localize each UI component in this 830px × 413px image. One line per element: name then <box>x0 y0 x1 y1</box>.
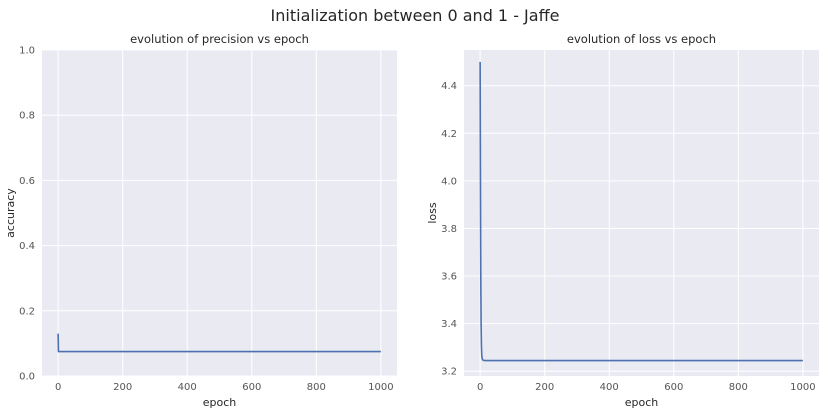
precision-line <box>57 333 381 353</box>
precision-ticks: 0 200 400 600 800 1000 0.0 0.2 0.4 0.6 0.8 1.0 <box>19 46 393 394</box>
loss-panel: 0 200 400 600 800 1000 3.2 3.4 3.6 3.8 4.0 4.2 4.4 e… <box>426 32 819 409</box>
loss-x-tick-label: 600 <box>664 382 683 393</box>
precision-y-tick-label: 0.4 <box>19 241 35 252</box>
loss-line <box>479 61 803 362</box>
loss-y-tick-label: 4.4 <box>441 81 457 92</box>
loss-y-tick-label: 4.0 <box>441 176 457 187</box>
loss-plot-area <box>464 50 819 376</box>
precision-x-tick-label: 800 <box>307 382 326 393</box>
loss-y-tick-label: 3.8 <box>441 224 457 235</box>
loss-chart-title: evolution of loss vs epoch <box>567 32 716 46</box>
loss-x-tick-label: 800 <box>729 382 748 393</box>
precision-panel: 0 200 400 600 800 1000 0.0 0.2 0.4 0.6 0.8 1.0 evol… <box>4 32 397 409</box>
loss-x-tick-label: 400 <box>600 382 619 393</box>
precision-grid <box>42 49 397 377</box>
loss-y-tick-label: 3.4 <box>441 319 457 330</box>
loss-x-tick-label: 200 <box>535 382 554 393</box>
precision-x-tick-label: 0 <box>55 382 61 393</box>
precision-y-tick-label: 0.6 <box>19 176 35 187</box>
precision-y-tick-label: 0.2 <box>19 306 35 317</box>
precision-chart-title: evolution of precision vs epoch <box>130 32 309 46</box>
loss-x-tick-label: 0 <box>477 382 483 393</box>
loss-y-tick-label: 3.2 <box>441 367 457 378</box>
loss-x-axis-label: epoch <box>625 396 659 409</box>
precision-x-tick-label: 400 <box>178 382 197 393</box>
precision-y-axis-label: accuracy <box>4 188 17 238</box>
precision-x-tick-label: 1000 <box>368 382 393 393</box>
loss-y-axis-label: loss <box>426 202 439 224</box>
precision-x-tick-label: 600 <box>242 382 261 393</box>
figure-title: Initialization between 0 and 1 - Jaffe <box>271 6 560 25</box>
loss-x-tick-label: 1000 <box>790 382 815 393</box>
loss-y-tick-label: 3.6 <box>441 272 457 283</box>
precision-x-tick-label: 200 <box>113 382 132 393</box>
precision-y-tick-label: 1.0 <box>19 46 35 57</box>
precision-y-tick-label: 0.8 <box>19 111 35 122</box>
loss-ticks: 0 200 400 600 800 1000 3.2 3.4 3.6 3.8 4.0 4.2 4.4 <box>441 81 815 393</box>
precision-x-axis-label: epoch <box>203 396 237 409</box>
precision-plot-area <box>42 50 397 376</box>
loss-y-tick-label: 4.2 <box>441 129 457 140</box>
precision-y-tick-label: 0.0 <box>19 372 35 383</box>
